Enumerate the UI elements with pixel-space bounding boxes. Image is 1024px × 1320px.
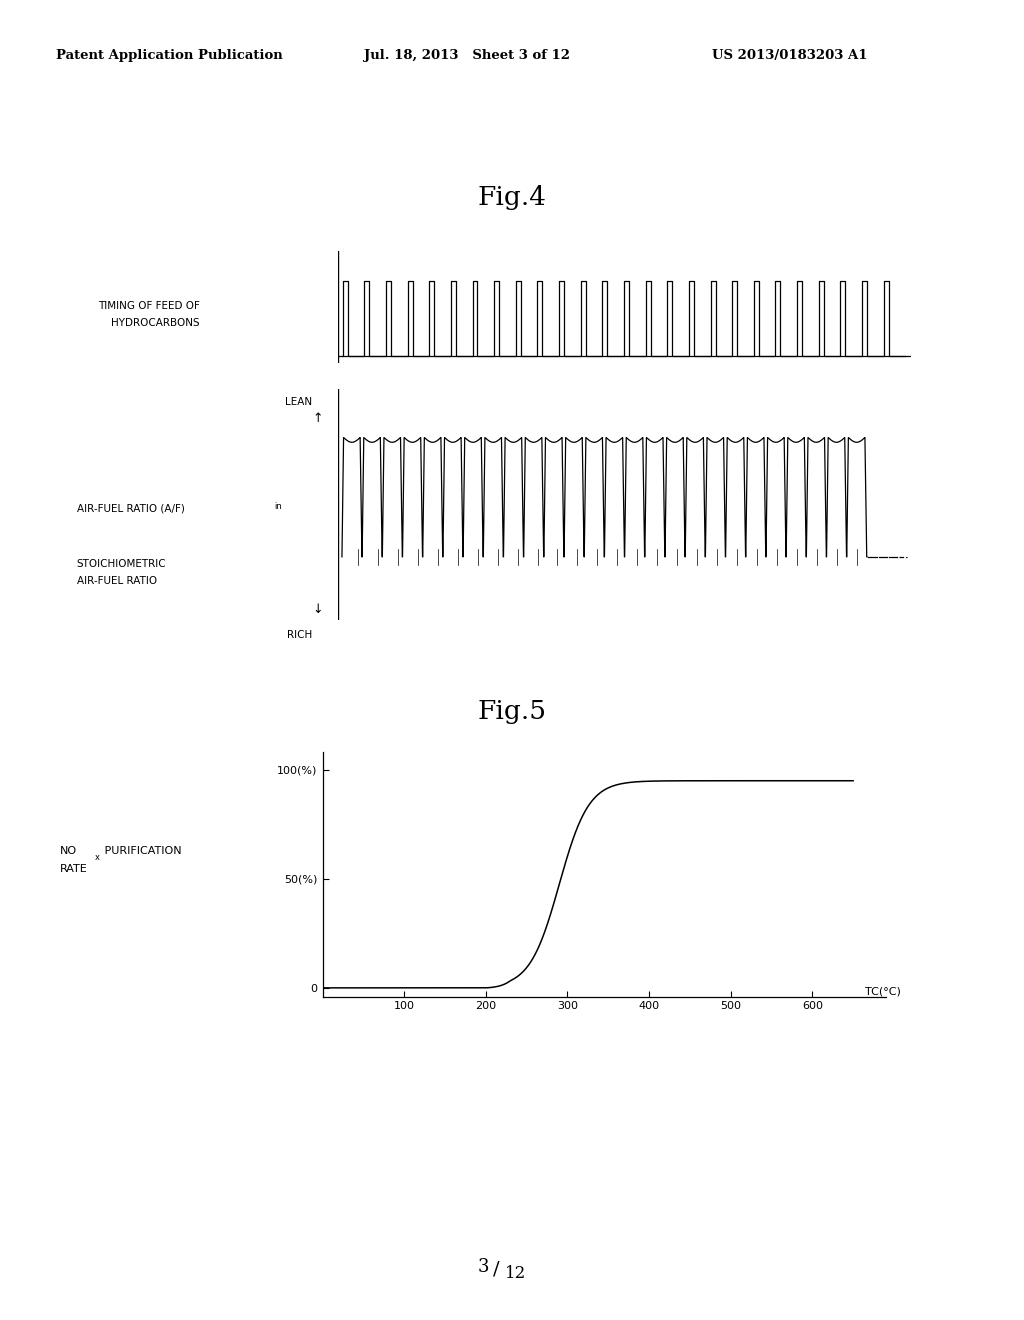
Text: US 2013/0183203 A1: US 2013/0183203 A1 xyxy=(712,49,867,62)
Text: TIMING OF FEED OF: TIMING OF FEED OF xyxy=(98,301,200,312)
Text: Patent Application Publication: Patent Application Publication xyxy=(56,49,283,62)
Text: LEAN: LEAN xyxy=(286,396,312,407)
Text: ↑: ↑ xyxy=(312,412,323,425)
Text: in: in xyxy=(274,502,283,511)
Text: /: / xyxy=(493,1261,499,1279)
Text: HYDROCARBONS: HYDROCARBONS xyxy=(111,318,200,329)
Text: 3: 3 xyxy=(478,1258,489,1276)
Text: RICH: RICH xyxy=(287,630,312,640)
Text: AIR-FUEL RATIO (A/F): AIR-FUEL RATIO (A/F) xyxy=(77,503,184,513)
Text: STOICHIOMETRIC: STOICHIOMETRIC xyxy=(77,558,167,569)
Text: ↓: ↓ xyxy=(312,603,323,616)
Text: AIR-FUEL RATIO: AIR-FUEL RATIO xyxy=(77,576,157,586)
Text: 12: 12 xyxy=(505,1266,526,1282)
Text: Jul. 18, 2013   Sheet 3 of 12: Jul. 18, 2013 Sheet 3 of 12 xyxy=(364,49,569,62)
Text: x: x xyxy=(95,854,100,862)
Text: NO: NO xyxy=(59,846,77,857)
Text: RATE: RATE xyxy=(59,863,87,874)
Text: Fig.4: Fig.4 xyxy=(477,185,547,210)
Text: PURIFICATION: PURIFICATION xyxy=(101,846,182,857)
Text: Fig.5: Fig.5 xyxy=(477,700,547,725)
Text: TC(°C): TC(°C) xyxy=(865,986,901,997)
